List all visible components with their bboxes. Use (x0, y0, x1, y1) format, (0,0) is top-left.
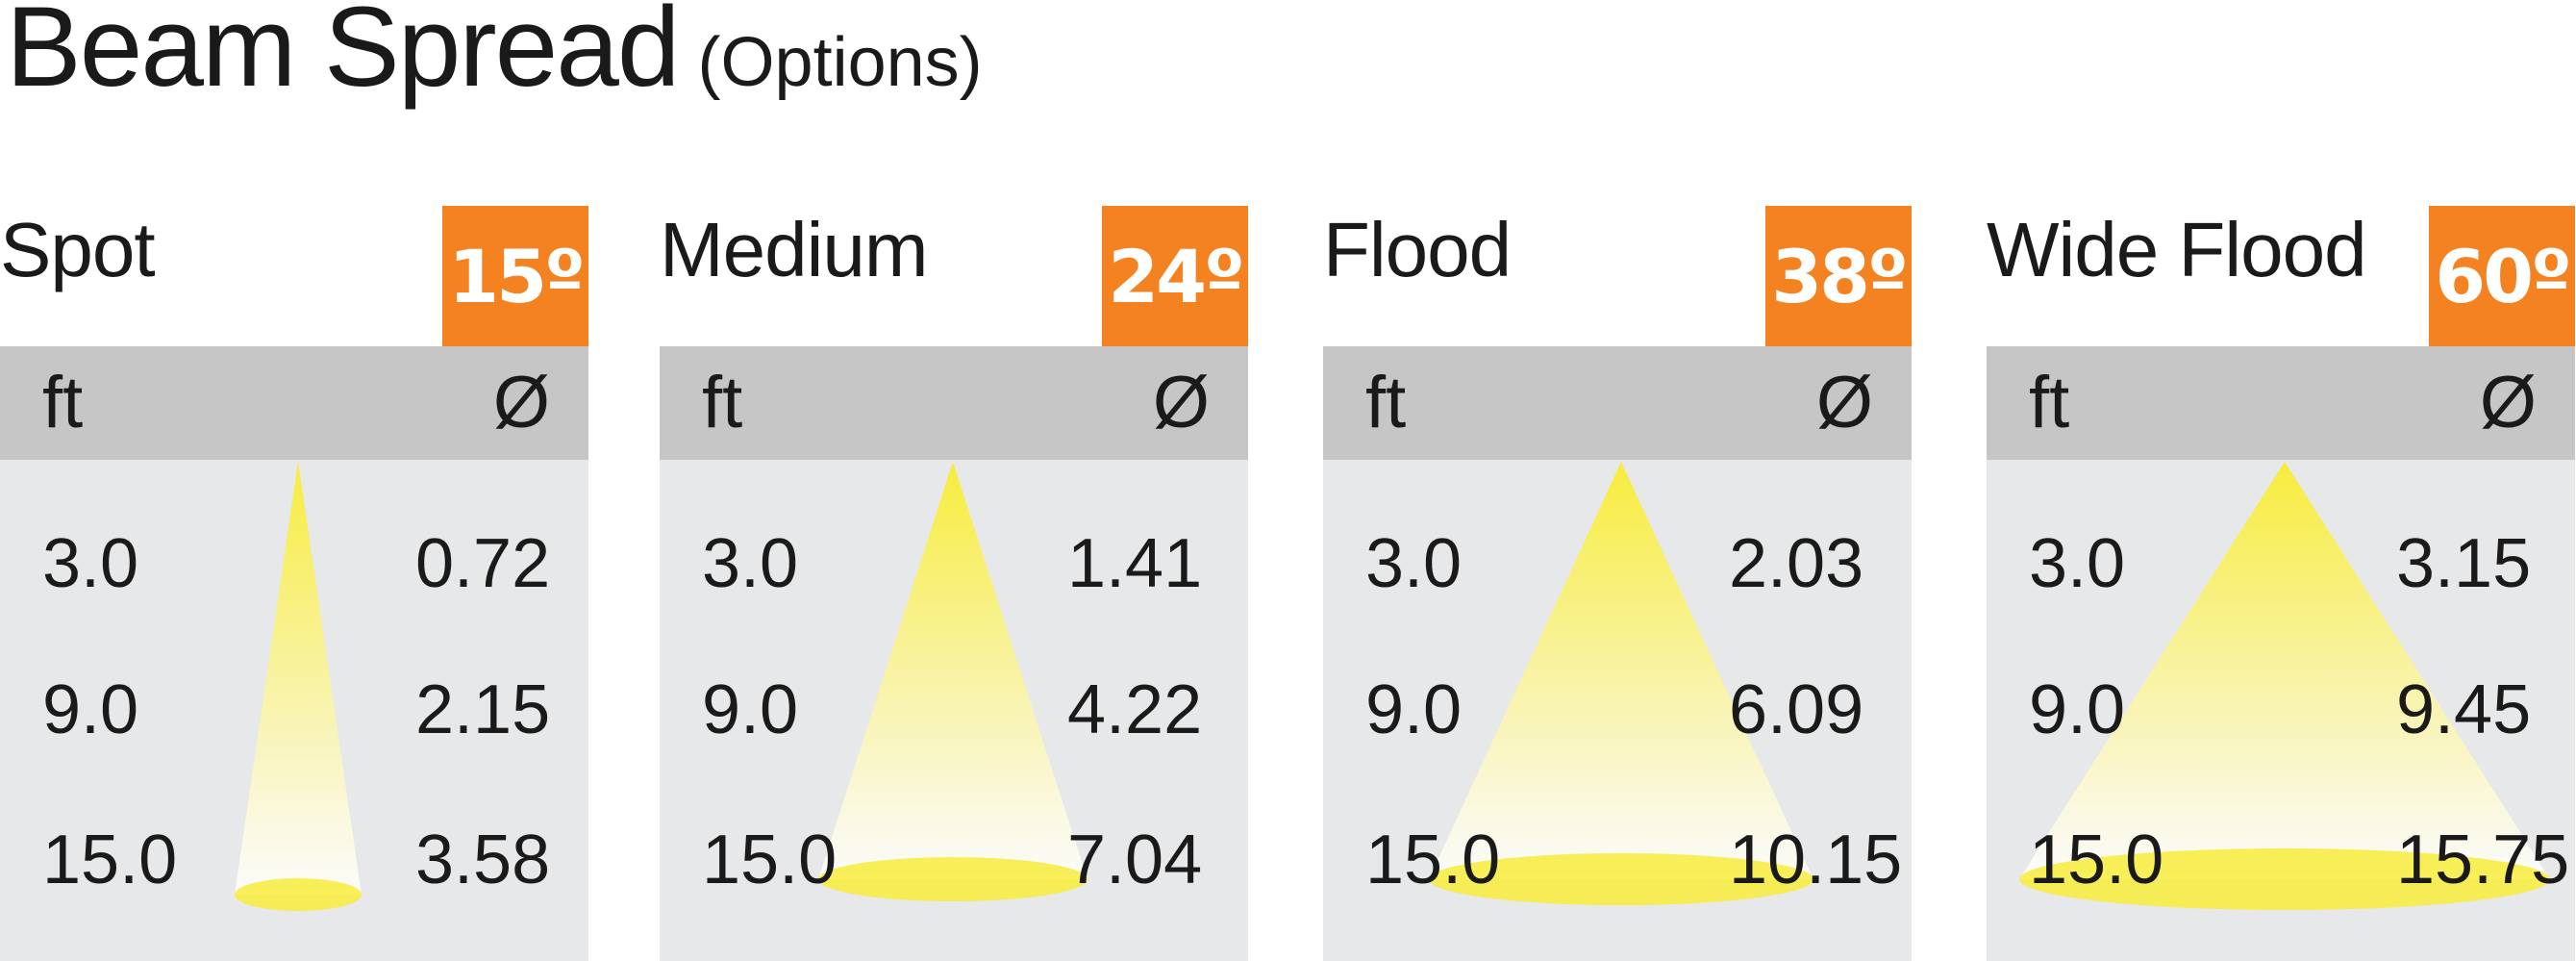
panel-name: Spot (0, 207, 156, 292)
diameter-value: 15.75 (2396, 822, 2570, 898)
angle-badge: 24º (1102, 206, 1248, 346)
title-main: Beam Spread (6, 0, 681, 111)
panel-body: 3.0 3.15 9.0 9.45 15.0 15.75 (1987, 460, 2575, 961)
diameter-value: 2.15 (415, 671, 551, 748)
beam-panel: Medium 24º ft Ø 3.0 1.41 9.0 4.22 15.0 7.04 (660, 206, 1248, 961)
beam-footprint (2019, 848, 2550, 910)
beam-cone (818, 462, 1088, 879)
column-header: ft Ø (660, 346, 1248, 460)
diameter-value: 9.45 (2396, 671, 2532, 748)
distance-value: 15.0 (2029, 822, 2164, 898)
beam-footprint (235, 878, 362, 911)
beam-footprint (1429, 853, 1813, 905)
diameter-value: 0.72 (415, 525, 551, 602)
distance-value: 9.0 (1365, 671, 1463, 748)
column-header: ft Ø (1987, 346, 2575, 460)
beam-panel: Wide Flood 60º ft Ø 3.0 3.15 9.0 9.45 15.0 15.75 (1987, 206, 2575, 961)
beam-diagram (818, 462, 1088, 901)
distance-value: 9.0 (2029, 671, 2126, 748)
panel-body: 3.0 1.41 9.0 4.22 15.0 7.04 (660, 460, 1248, 961)
panel-body: 3.0 0.72 9.0 2.15 15.0 3.58 (0, 460, 588, 961)
beam-panel: Flood 38º ft Ø 3.0 2.03 9.0 6.09 15.0 10.15 (1323, 206, 1912, 961)
angle-badge: 15º (442, 206, 588, 346)
title-sub: (Options) (697, 24, 983, 101)
beam-diagram (2019, 462, 2550, 910)
diameter-value: 7.04 (1067, 822, 1203, 898)
diameter-value: 3.15 (2396, 525, 2532, 602)
distance-header: ft (1365, 362, 1407, 443)
diameter-value: 1.41 (1067, 525, 1203, 602)
distance-header: ft (2029, 362, 2070, 443)
distance-header: ft (702, 362, 743, 443)
distance-value: 9.0 (42, 671, 139, 748)
beam-footprint (818, 857, 1088, 901)
diameter-value: 4.22 (1067, 671, 1203, 748)
panel-name: Wide Flood (1987, 207, 2367, 292)
diameter-value: 2.03 (1729, 525, 1864, 602)
panel-name: Flood (1323, 207, 1512, 292)
diameter-header: Ø (492, 362, 550, 443)
diameter-value: 10.15 (1729, 822, 1903, 898)
beam-diagram (235, 462, 362, 911)
distance-value: 3.0 (2029, 525, 2126, 602)
distance-value: 3.0 (42, 525, 139, 602)
panel-body: 3.0 2.03 9.0 6.09 15.0 10.15 (1323, 460, 1912, 961)
distance-value: 15.0 (42, 822, 178, 898)
diameter-value: 3.58 (415, 822, 551, 898)
angle-badge: 60º (2429, 206, 2575, 346)
beam-cone (2019, 462, 2550, 879)
distance-value: 3.0 (702, 525, 799, 602)
column-header: ft Ø (1323, 346, 1912, 460)
distance-value: 15.0 (1365, 822, 1501, 898)
beam-cone (1429, 462, 1813, 879)
angle-badge: 38º (1765, 206, 1912, 346)
beam-panel: Spot 15º ft Ø 3.0 0.72 9.0 2.15 15.0 3.58 (0, 206, 588, 961)
diameter-header: Ø (2479, 362, 2537, 443)
distance-header: ft (42, 362, 84, 443)
page-title: Beam Spread (Options) (6, 0, 983, 104)
distance-value: 15.0 (702, 822, 838, 898)
diameter-value: 6.09 (1729, 671, 1864, 748)
distance-value: 3.0 (1365, 525, 1463, 602)
panel-name: Medium (660, 207, 929, 292)
diameter-header: Ø (1152, 362, 1210, 443)
beam-diagram (1429, 462, 1813, 905)
beam-cone (235, 462, 362, 895)
distance-value: 9.0 (702, 671, 799, 748)
column-header: ft Ø (0, 346, 588, 460)
diameter-header: Ø (1815, 362, 1873, 443)
